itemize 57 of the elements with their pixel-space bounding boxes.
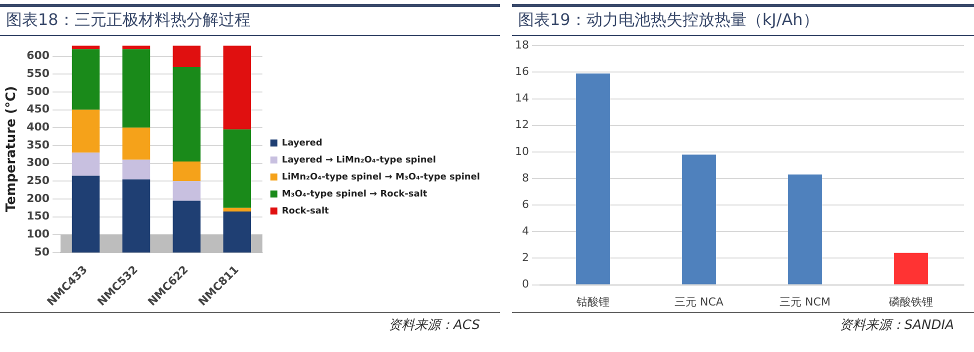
bar [172, 181, 201, 201]
y-tick-label: 150 [26, 210, 50, 223]
y-tick-label: 12 [514, 118, 529, 132]
legend-label: Layered [282, 138, 322, 148]
bar [122, 128, 150, 160]
bar [122, 179, 150, 252]
x-tick-label: 钴酸锂 [575, 295, 610, 308]
legend-label: LiMn₂O₄-type spinel → M₃O₄-type spinel [282, 172, 480, 182]
y-tick-label: 0 [522, 278, 529, 291]
y-tick-label: 50 [34, 245, 50, 258]
chart-title: 图表18：三元正极材料热分解过程 [0, 4, 500, 36]
bar [172, 46, 201, 67]
y-tick-label: 550 [26, 66, 50, 80]
bar [72, 176, 100, 252]
bar [223, 211, 252, 252]
bar [223, 129, 252, 208]
y-tick-label: 2 [522, 251, 529, 264]
legend-label: Layered → LiMn₂O₄-type spinel [282, 155, 436, 166]
y-tick-label: 10 [514, 144, 529, 158]
legend-label: M₃O₄-type spinel → Rock-salt [282, 189, 428, 200]
bar [122, 49, 150, 128]
x-tick-label: 三元 NCM [780, 295, 830, 308]
bar [682, 154, 716, 284]
bar [122, 160, 150, 180]
bar [223, 208, 252, 212]
y-tick-label: 250 [26, 174, 50, 187]
y-tick-label: 400 [26, 120, 50, 134]
x-tick-label: 三元 NCA [674, 295, 724, 308]
y-tick-label: 350 [26, 138, 50, 152]
bar [72, 49, 100, 110]
x-tick-label: 磷酸铁锂 [888, 295, 933, 308]
y-tick-label: 4 [522, 224, 529, 238]
y-tick-label: 8 [522, 171, 529, 184]
y-tick-label: 200 [26, 192, 50, 205]
legend-label: Rock-salt [282, 206, 330, 216]
y-tick-label: 14 [514, 92, 529, 105]
bar [172, 200, 201, 252]
bar [223, 46, 252, 130]
bar [72, 110, 100, 153]
text: 资料来源：SANDIA [512, 312, 974, 334]
bar [72, 152, 100, 176]
y-tick-label: 500 [26, 84, 50, 98]
bar [172, 67, 201, 162]
bar [172, 162, 201, 182]
bar [894, 252, 928, 284]
bar [788, 174, 822, 284]
bar [576, 74, 610, 284]
y-tick-label: 16 [514, 65, 529, 78]
y-tick-label: 18 [514, 38, 529, 52]
y-tick-label: 300 [26, 156, 50, 170]
y-tick-label: 450 [26, 102, 50, 116]
y-tick-label: 600 [26, 49, 50, 62]
y-tick-label: 6 [522, 198, 529, 211]
text: 资料来源：ACS [0, 312, 500, 334]
chart-title: 图表19：动力电池热失控放热量（kJ/Ah） [512, 4, 974, 36]
y-tick-label: 100 [26, 227, 50, 240]
y-axis-title: Temperature (°C) [4, 86, 20, 212]
